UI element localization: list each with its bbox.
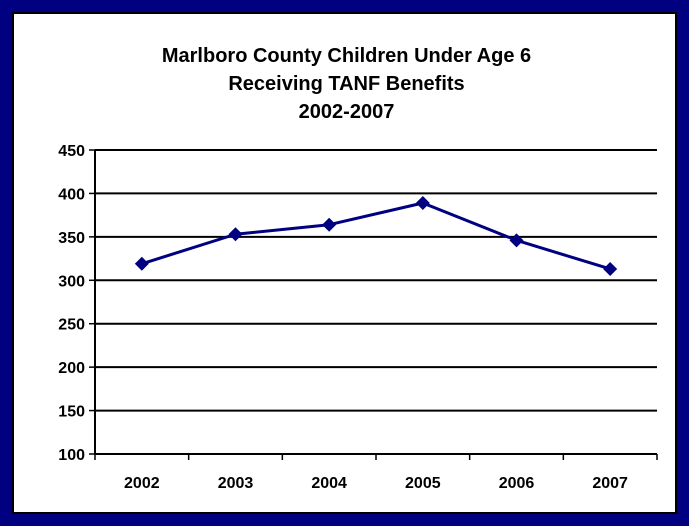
x-tick-label-2002: 2002 [124, 475, 160, 492]
chart-title-line-1: Marlboro County Children Under Age 6 [161, 45, 532, 67]
data-point-2004 [322, 217, 337, 232]
y-tick-label-450: 450 [58, 143, 85, 160]
chart-area: Marlboro County Children Under Age 6 Rec… [12, 12, 677, 514]
x-tick-label-2005: 2005 [405, 475, 441, 492]
x-tick-label-2007: 2007 [592, 475, 628, 492]
y-tick-label-150: 150 [58, 404, 85, 421]
x-tick-label-2006: 2006 [499, 475, 535, 492]
y-tick-label-250: 250 [58, 317, 85, 334]
data-point-2006 [509, 233, 524, 248]
data-point-2005 [415, 195, 430, 210]
line-chart: 100 150 200 250 300 350 400 450 2002 2003 2004 2005… [58, 143, 658, 492]
chart-title-line-2: Receiving TANF Benefits [228, 73, 465, 95]
x-tick-label-2004: 2004 [311, 475, 347, 492]
chart-title-line-3: 2002-2007 [298, 101, 395, 123]
chart-title: Marlboro County Children Under Age 6 Rec… [14, 42, 679, 126]
y-tick-label-200: 200 [58, 360, 85, 377]
data-point-2007 [603, 261, 618, 276]
y-tick-label-100: 100 [58, 447, 85, 464]
y-tick-label-350: 350 [58, 230, 85, 247]
data-point-2003 [228, 227, 243, 242]
y-tick-label-300: 300 [58, 273, 85, 290]
series-line-0 [141, 201, 611, 271]
data-point-2002 [134, 256, 149, 271]
y-tick-label-400: 400 [58, 186, 85, 203]
x-tick-label-2003: 2003 [218, 475, 254, 492]
